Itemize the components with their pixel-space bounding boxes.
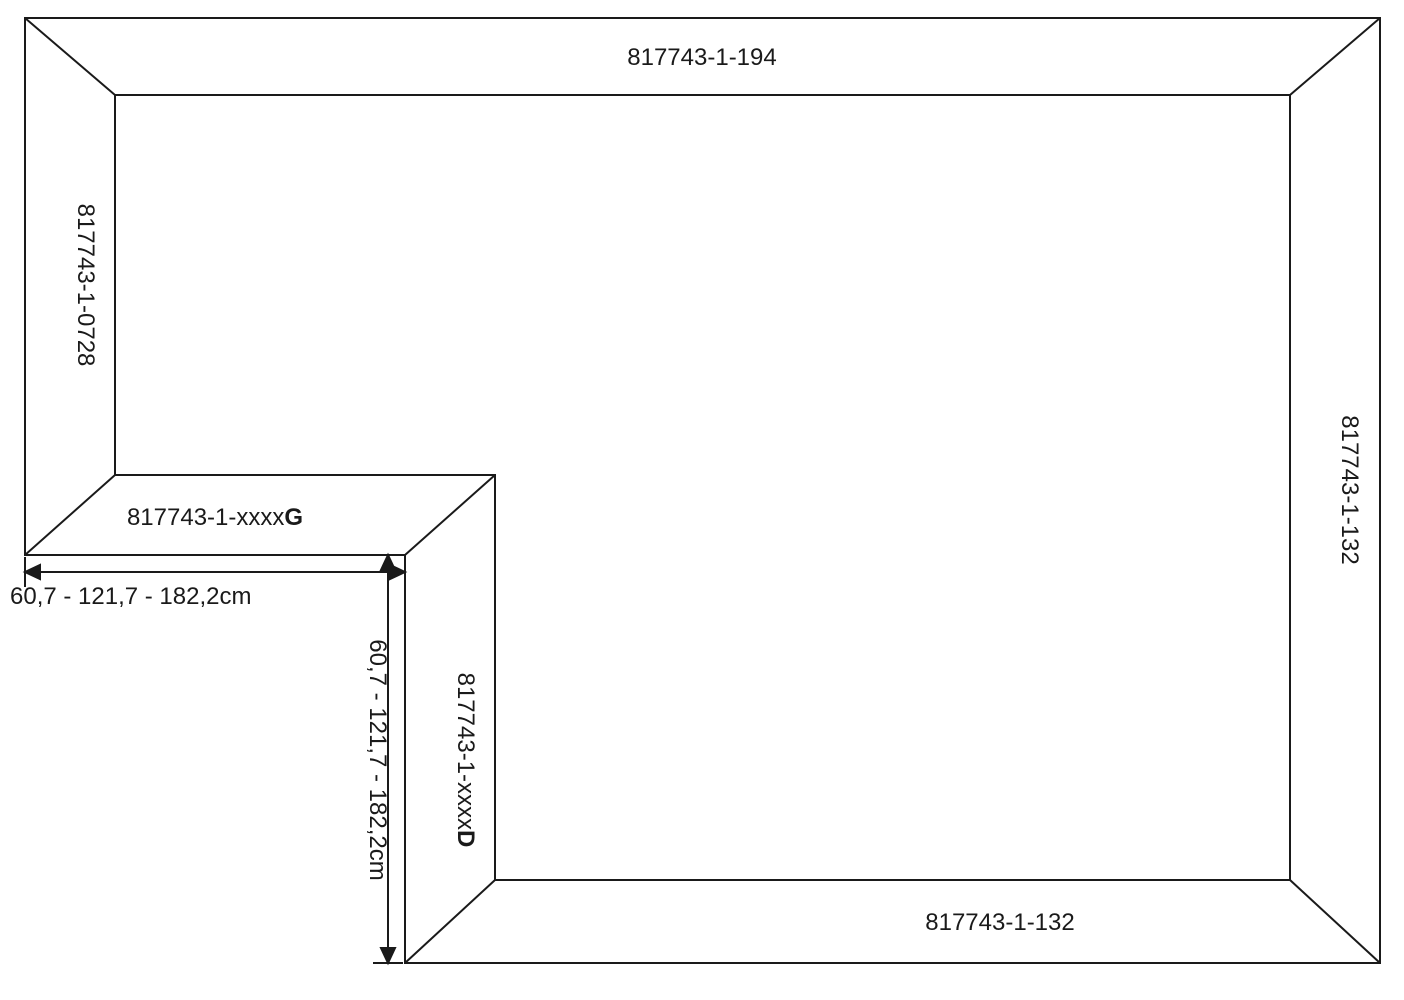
label-right: 817743-1-132 <box>1336 415 1363 564</box>
label-bottom: 817743-1-132 <box>925 909 1074 936</box>
seam-top-left <box>25 18 115 95</box>
dimension-horizontal-text: 60,7 - 121,7 - 182,2cm <box>10 583 251 610</box>
label-left-upper: 817743-1-0728 <box>72 204 99 367</box>
dimension-vertical: 60,7 - 121,7 - 182,2cm <box>364 555 403 963</box>
seam-bottom-right <box>1290 880 1380 963</box>
frame-diagram: 817743-1-194 817743-1-0728 817743-1-xxxx… <box>0 0 1404 1000</box>
seam-bottom-notch <box>405 880 495 963</box>
inner-l-shape <box>115 95 1290 880</box>
dimension-horizontal: 60,7 - 121,7 - 182,2cm <box>10 557 405 610</box>
seam-notch-corner <box>405 475 495 555</box>
label-notch-vert: 817743-1-xxxxD <box>452 673 479 848</box>
seam-top-right <box>1290 18 1380 95</box>
label-notch-horiz: 817743-1-xxxxG <box>127 504 303 531</box>
label-top: 817743-1-194 <box>627 44 776 71</box>
dimension-vertical-text: 60,7 - 121,7 - 182,2cm <box>364 639 391 880</box>
outer-l-shape <box>25 18 1380 963</box>
seam-left-notch <box>25 475 115 555</box>
